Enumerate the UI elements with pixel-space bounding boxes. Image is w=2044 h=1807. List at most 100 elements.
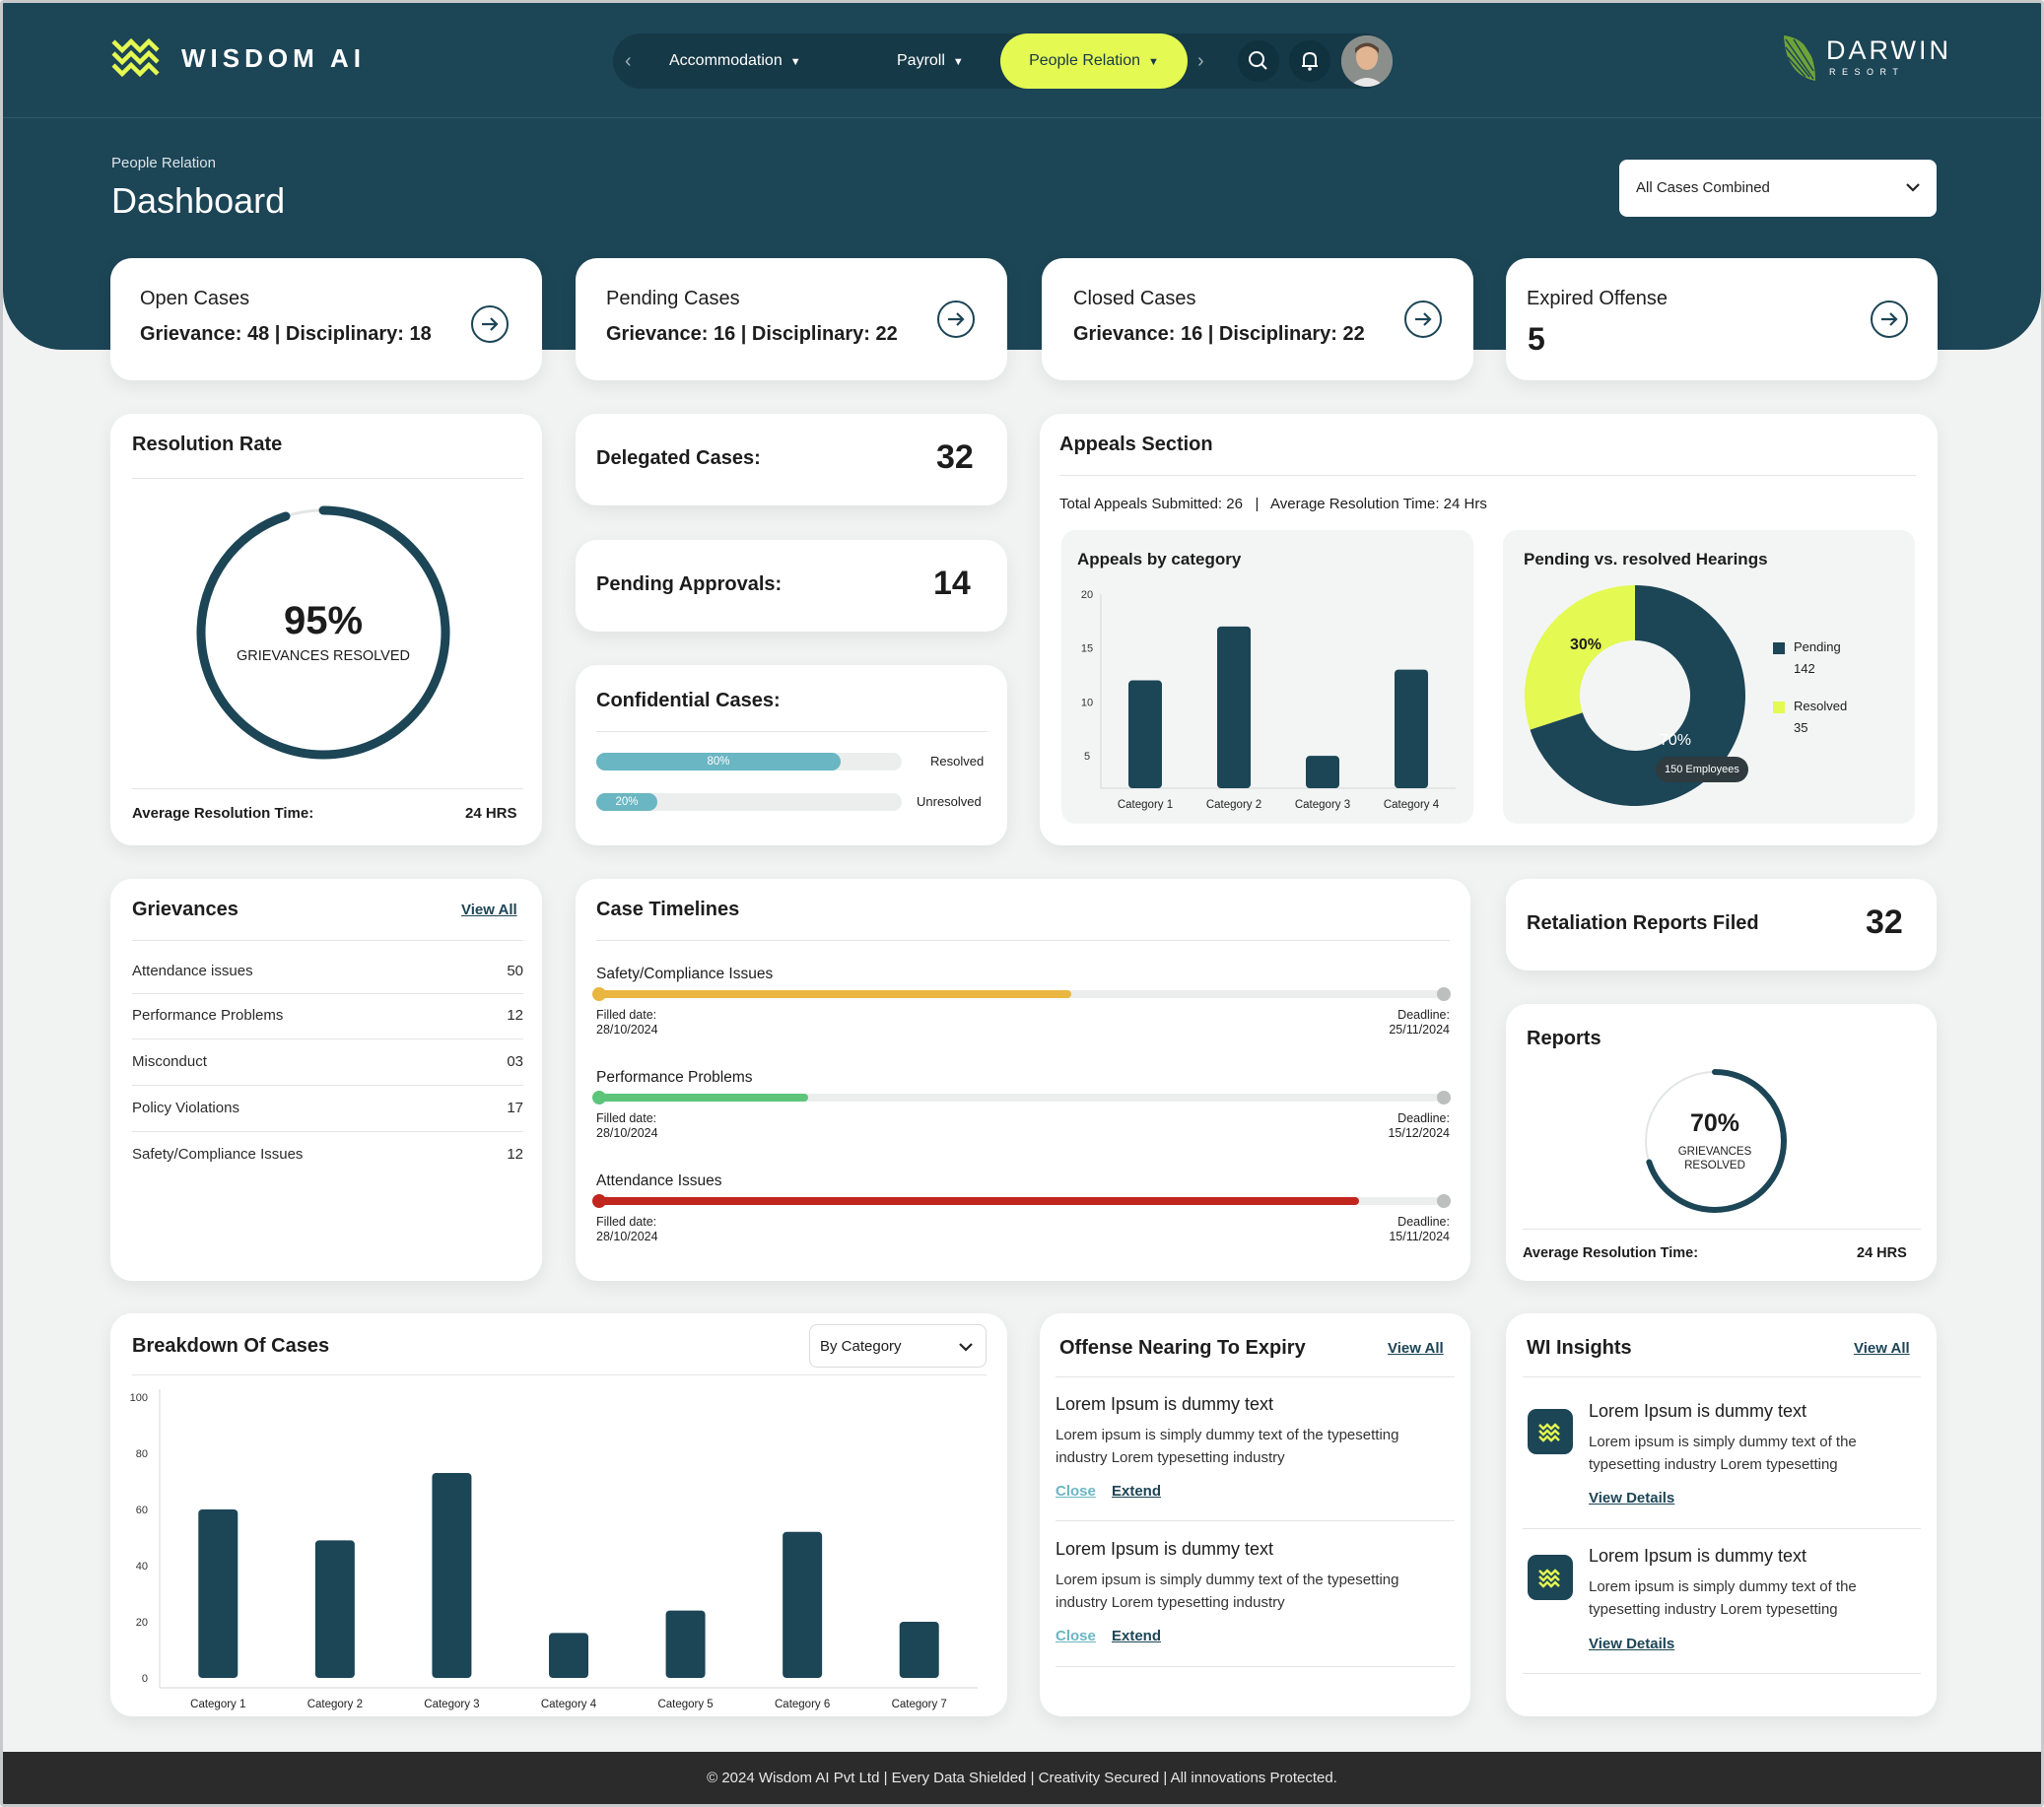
user-avatar[interactable] bbox=[1341, 35, 1393, 87]
brand-name: WISDOM AI bbox=[181, 43, 367, 73]
card-title: Resolution Rate bbox=[132, 434, 283, 455]
timeline-start-dot bbox=[592, 987, 606, 1001]
nav-item-accommodation[interactable]: Accommodation ▼ bbox=[669, 33, 801, 89]
page-title: Dashboard bbox=[111, 180, 286, 221]
retaliation-reports-card[interactable]: Retaliation Reports Filed 32 bbox=[1506, 879, 1937, 970]
breakdown-dropdown[interactable]: By Category bbox=[809, 1324, 987, 1368]
offense-item-body: Lorem ipsum is simply dummy text of the … bbox=[1056, 1427, 1399, 1466]
insight-logo-icon bbox=[1528, 1555, 1573, 1600]
chart-title: Pending vs. resolved Hearings bbox=[1524, 550, 1768, 569]
nav-prev-icon[interactable]: ‹ bbox=[625, 50, 632, 72]
timeline-title: Safety/Compliance Issues bbox=[596, 966, 774, 982]
delegated-cases-card[interactable]: Delegated Cases: 32 bbox=[576, 414, 1007, 505]
bar bbox=[432, 1472, 472, 1678]
resolved-label: Resolved bbox=[930, 754, 985, 769]
grievances-view-all-link[interactable]: View All bbox=[461, 902, 517, 918]
card-title: Closed Cases bbox=[1073, 288, 1196, 309]
bell-icon bbox=[1302, 51, 1318, 71]
footer: © 2024 Wisdom AI Pvt Ltd | Every Data Sh… bbox=[3, 1752, 2041, 1804]
list-item[interactable]: Performance Problems 12 bbox=[132, 1007, 523, 1024]
x-tick-label: Category 1 bbox=[190, 1699, 245, 1710]
list-item[interactable]: Safety/Compliance Issues 12 bbox=[132, 1146, 523, 1163]
card-label: Retaliation Reports Filed bbox=[1527, 912, 1759, 934]
bar bbox=[1128, 680, 1162, 788]
filled-date-value: 28/10/2024 bbox=[596, 1126, 658, 1140]
insight-body: Lorem ipsum is simply dummy text of the … bbox=[1589, 1578, 1857, 1618]
search-button[interactable] bbox=[1238, 40, 1279, 82]
pending-cases-card[interactable]: Pending Cases Grievance: 16 | Disciplina… bbox=[576, 258, 1007, 380]
close-offense-link[interactable]: Close bbox=[1056, 1483, 1096, 1500]
item-value: 50 bbox=[507, 963, 523, 979]
y-tick-label: 80 bbox=[136, 1448, 148, 1460]
resolution-ring-chart bbox=[196, 505, 450, 760]
bar bbox=[198, 1509, 238, 1678]
resolved-progress-fill: 80% bbox=[596, 753, 841, 770]
timeline-progress bbox=[596, 1094, 808, 1102]
list-item[interactable]: Policy Violations 17 bbox=[132, 1100, 523, 1116]
item-label: Performance Problems bbox=[132, 1007, 284, 1024]
breadcrumb[interactable]: People Relation bbox=[111, 155, 216, 171]
closed-cases-card[interactable]: Closed Cases Grievance: 16 | Disciplinar… bbox=[1042, 258, 1473, 380]
filled-date-label: Filled date: bbox=[596, 1008, 657, 1022]
open-cases-card[interactable]: Open Cases Grievance: 48 | Disciplinary:… bbox=[110, 258, 542, 380]
timeline-progress bbox=[596, 1197, 1359, 1205]
hearings-donut-chart: Pending vs. resolved Hearings 30% 70% 15… bbox=[1503, 530, 1915, 824]
card-title: Grievances bbox=[132, 899, 238, 920]
y-tick-label: 5 bbox=[1084, 751, 1090, 763]
timeline-end-dot bbox=[1437, 987, 1451, 1001]
breakdown-of-cases-card: Breakdown Of Cases By Category 0 20 40 60 80… bbox=[110, 1313, 1007, 1716]
palm-leaf-icon bbox=[1784, 35, 1816, 81]
view-details-link[interactable]: View Details bbox=[1589, 1636, 1675, 1652]
x-tick-label: Category 4 bbox=[541, 1699, 597, 1710]
timeline-start-dot bbox=[592, 1091, 606, 1104]
resolution-caption: GRIEVANCES RESOLVED bbox=[237, 648, 410, 664]
bar bbox=[665, 1610, 706, 1678]
timeline-track bbox=[592, 987, 1451, 1001]
card-title: Expired Offense bbox=[1527, 288, 1669, 309]
resolution-ring-fill bbox=[196, 505, 450, 760]
bar bbox=[1395, 669, 1428, 788]
nav-item-people-relation[interactable]: People Relation ▼ bbox=[1000, 33, 1188, 89]
bar bbox=[1217, 626, 1251, 788]
deadline-label: Deadline: bbox=[1397, 1215, 1450, 1229]
offense-expiry-card: Offense Nearing To Expiry View All Lorem… bbox=[1040, 1313, 1470, 1716]
notifications-button[interactable] bbox=[1289, 40, 1330, 82]
arrow-right-icon[interactable] bbox=[1404, 301, 1442, 338]
arrow-right-icon[interactable] bbox=[937, 301, 975, 338]
insight-title: Lorem Ipsum is dummy text bbox=[1589, 1401, 1807, 1421]
extend-offense-link[interactable]: Extend bbox=[1112, 1628, 1162, 1644]
caret-down-icon: ▼ bbox=[952, 56, 964, 68]
view-details-link[interactable]: View Details bbox=[1589, 1490, 1675, 1506]
nav-label: People Relation bbox=[1029, 52, 1141, 69]
resolved-progress-track: 80% bbox=[596, 753, 902, 770]
y-tick-label: 15 bbox=[1081, 643, 1093, 655]
list-item[interactable]: Attendance issues 50 bbox=[132, 963, 523, 979]
timeline-track bbox=[592, 1194, 1451, 1208]
pending-approvals-card[interactable]: Pending Approvals: 14 bbox=[576, 540, 1007, 632]
offense-view-all-link[interactable]: View All bbox=[1388, 1340, 1444, 1357]
employees-tooltip: 150 Employees bbox=[1656, 757, 1748, 782]
reports-card: Reports 70% GRIEVANCES RESOLVED Average … bbox=[1506, 1004, 1937, 1281]
card-value: 14 bbox=[933, 565, 971, 602]
insights-view-all-link[interactable]: View All bbox=[1854, 1340, 1910, 1357]
reports-caption-2: RESOLVED bbox=[1684, 1160, 1745, 1171]
expired-offense-card[interactable]: Expired Offense 5 bbox=[1506, 258, 1938, 380]
list-item[interactable]: Misconduct 03 bbox=[132, 1053, 523, 1070]
arrow-right-icon[interactable] bbox=[471, 305, 509, 343]
bar bbox=[549, 1633, 588, 1678]
card-title: Confidential Cases: bbox=[596, 690, 781, 711]
extend-offense-link[interactable]: Extend bbox=[1112, 1483, 1162, 1500]
case-filter-dropdown[interactable]: All Cases Combined bbox=[1619, 160, 1937, 217]
nav-item-payroll[interactable]: Payroll ▼ bbox=[897, 33, 964, 89]
wisdom-ai-logo[interactable] bbox=[110, 35, 164, 88]
y-tick-label: 20 bbox=[1081, 589, 1093, 601]
donut-slice bbox=[1525, 585, 1635, 730]
x-tick-label: Category 2 bbox=[307, 1699, 363, 1710]
card-label: Pending Approvals: bbox=[596, 573, 783, 595]
nav-next-icon[interactable]: › bbox=[1197, 50, 1204, 72]
client-subtitle: R E S O R T bbox=[1829, 67, 1900, 77]
close-offense-link[interactable]: Close bbox=[1056, 1628, 1096, 1644]
grievances-card: Grievances View All Attendance issues 50 … bbox=[110, 879, 542, 1281]
arrow-right-icon[interactable] bbox=[1871, 301, 1908, 338]
reports-ring-fill bbox=[1643, 1069, 1787, 1213]
